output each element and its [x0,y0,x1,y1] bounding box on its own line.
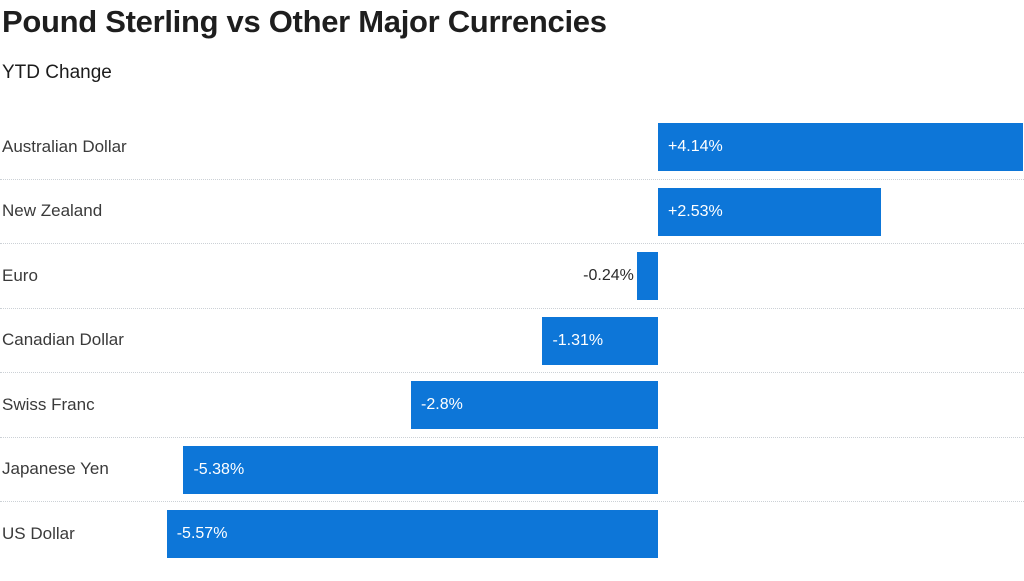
bar: -1.31% [542,316,658,365]
category-label: New Zealand [2,201,103,221]
chart-subtitle: YTD Change [2,62,112,83]
chart-title: Pound Sterling vs Other Major Currencies [2,4,607,39]
chart-row: New Zealand +2.53% [0,180,1024,244]
category-label: Japanese Yen [2,459,109,479]
category-label: Canadian Dollar [2,330,124,350]
value-label: -0.24% [583,266,634,284]
chart-row: Australian Dollar +4.14% [0,115,1024,180]
value-label: +2.53% [668,202,723,220]
bar: +4.14% [658,123,1024,171]
value-label: -2.8% [421,396,463,413]
value-label: -1.31% [552,331,604,349]
chart-row: US Dollar -5.57% [0,502,1024,567]
bar: +2.53% [658,187,882,236]
chart-rows: Australian Dollar +4.14% New Zealand +2.53%… [0,115,1024,567]
bar: -5.57% [166,510,658,558]
chart-row: Swiss Franc -2.8% [0,373,1024,438]
value-label: -5.57% [176,525,228,542]
category-label: Euro [2,265,38,285]
bar: -5.38% [183,445,658,494]
category-label: Swiss Franc [2,394,95,414]
category-label: US Dollar [2,524,75,544]
chart-row: Canadian Dollar -1.31% [0,309,1024,373]
category-label: Australian Dollar [2,136,127,156]
chart-row: Japanese Yen -5.38% [0,438,1024,502]
bar: -2.8% [411,381,658,429]
chart-row: -0.24% Euro [0,244,1024,309]
bar [636,252,658,300]
value-label: -5.38% [193,460,245,478]
value-label: +4.14% [668,138,723,155]
